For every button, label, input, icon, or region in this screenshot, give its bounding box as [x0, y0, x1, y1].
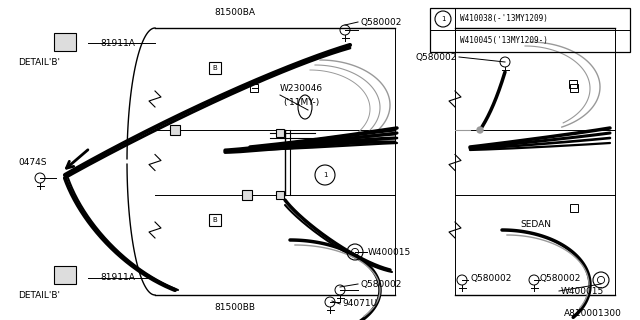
Bar — [170, 125, 180, 135]
Text: SEDAN: SEDAN — [520, 220, 551, 228]
Text: B: B — [212, 65, 218, 71]
Text: 81500BB: 81500BB — [214, 303, 255, 313]
Bar — [250, 84, 258, 92]
Text: 94071U: 94071U — [342, 300, 377, 308]
Text: Q580002: Q580002 — [360, 18, 401, 27]
Text: ('11MY-): ('11MY-) — [283, 98, 319, 107]
Text: W410045('13MY1209-): W410045('13MY1209-) — [460, 36, 548, 44]
Text: Q580002: Q580002 — [360, 279, 401, 289]
Text: 1: 1 — [441, 16, 445, 22]
Text: DETAIL'B': DETAIL'B' — [18, 291, 60, 300]
Bar — [209, 62, 221, 74]
Text: 81911A: 81911A — [100, 274, 135, 283]
Text: 81500BA: 81500BA — [214, 7, 255, 17]
Text: W230046: W230046 — [280, 84, 323, 92]
Bar — [570, 84, 578, 92]
Bar — [276, 129, 284, 137]
Bar — [54, 33, 76, 51]
Text: W400015: W400015 — [368, 247, 412, 257]
Bar — [570, 204, 578, 212]
Text: B: B — [212, 217, 218, 223]
Text: Q580002: Q580002 — [540, 274, 581, 283]
Text: 1: 1 — [323, 172, 327, 178]
Text: 0474S: 0474S — [18, 157, 47, 166]
Circle shape — [477, 127, 483, 133]
Bar — [54, 266, 76, 284]
Text: 81911A: 81911A — [100, 38, 135, 47]
Text: A810001300: A810001300 — [564, 308, 622, 317]
Text: DETAIL'B': DETAIL'B' — [18, 58, 60, 67]
Bar — [430, 8, 630, 52]
Bar — [209, 214, 221, 226]
Text: W400015: W400015 — [561, 286, 604, 295]
Bar — [276, 191, 284, 199]
Text: Q580002: Q580002 — [415, 52, 456, 61]
Text: Q580002: Q580002 — [470, 274, 511, 283]
Text: W410038(-'13MY1209): W410038(-'13MY1209) — [460, 13, 548, 22]
Bar — [569, 80, 577, 88]
Bar — [242, 190, 252, 200]
